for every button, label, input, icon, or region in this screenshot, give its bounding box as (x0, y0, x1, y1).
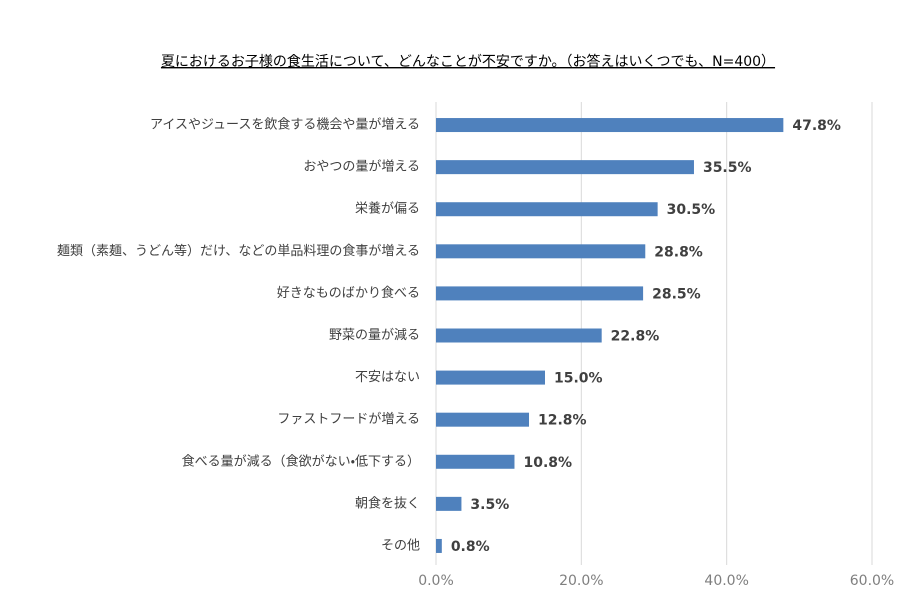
bar (436, 538, 442, 553)
value-label: 15.0% (554, 371, 603, 387)
bar (436, 244, 646, 259)
bar (436, 202, 658, 217)
bar (436, 286, 644, 301)
bar (436, 412, 530, 427)
value-label: 47.8% (792, 118, 841, 134)
y-tick-label: その他 (381, 538, 420, 553)
y-tick-label: 好きなものばかり食べる (277, 286, 420, 301)
bar (436, 370, 545, 385)
chart-title: 夏におけるお子様の食生活について、どんなことが不安ですか。（お答えはいくつでも、… (161, 53, 775, 70)
y-tick-label: おやつの量が増える (303, 160, 420, 175)
y-tick-label: 栄養が偏る (355, 201, 420, 217)
bar (436, 328, 602, 343)
value-label: 30.5% (667, 202, 716, 218)
x-tick-label: 40.0% (704, 573, 748, 589)
value-label: 3.5% (470, 497, 509, 513)
value-label: 0.8% (451, 539, 490, 555)
value-label: 28.8% (654, 244, 703, 260)
x-tick-label: 60.0% (850, 573, 894, 589)
bar (436, 496, 462, 511)
y-tick-label: アイスやジュースを飲食する機会や量が増える (150, 118, 420, 133)
bar (436, 454, 515, 469)
value-label: 35.5% (703, 160, 752, 176)
bar (436, 118, 784, 133)
value-label: 10.8% (523, 455, 572, 471)
y-tick-label: 食べる量が減る（食欲がない・低下する） (182, 453, 420, 469)
x-tick-label: 20.0% (559, 573, 603, 589)
value-label: 22.8% (611, 329, 660, 345)
x-tick-label: 0.0% (418, 573, 454, 589)
y-tick-label: 麺類（素麺、うどん等）だけ、などの単品料理の食事が増える (57, 243, 420, 259)
value-label: 12.8% (538, 413, 587, 429)
bar (436, 160, 694, 175)
y-tick-label: 朝食を抜く (355, 495, 420, 511)
y-tick-label: 野菜の量が減る (329, 327, 420, 343)
y-tick-label: ファストフードが増える (277, 412, 420, 427)
value-label: 28.5% (652, 286, 701, 302)
y-tick-label: 不安はない (355, 370, 420, 385)
